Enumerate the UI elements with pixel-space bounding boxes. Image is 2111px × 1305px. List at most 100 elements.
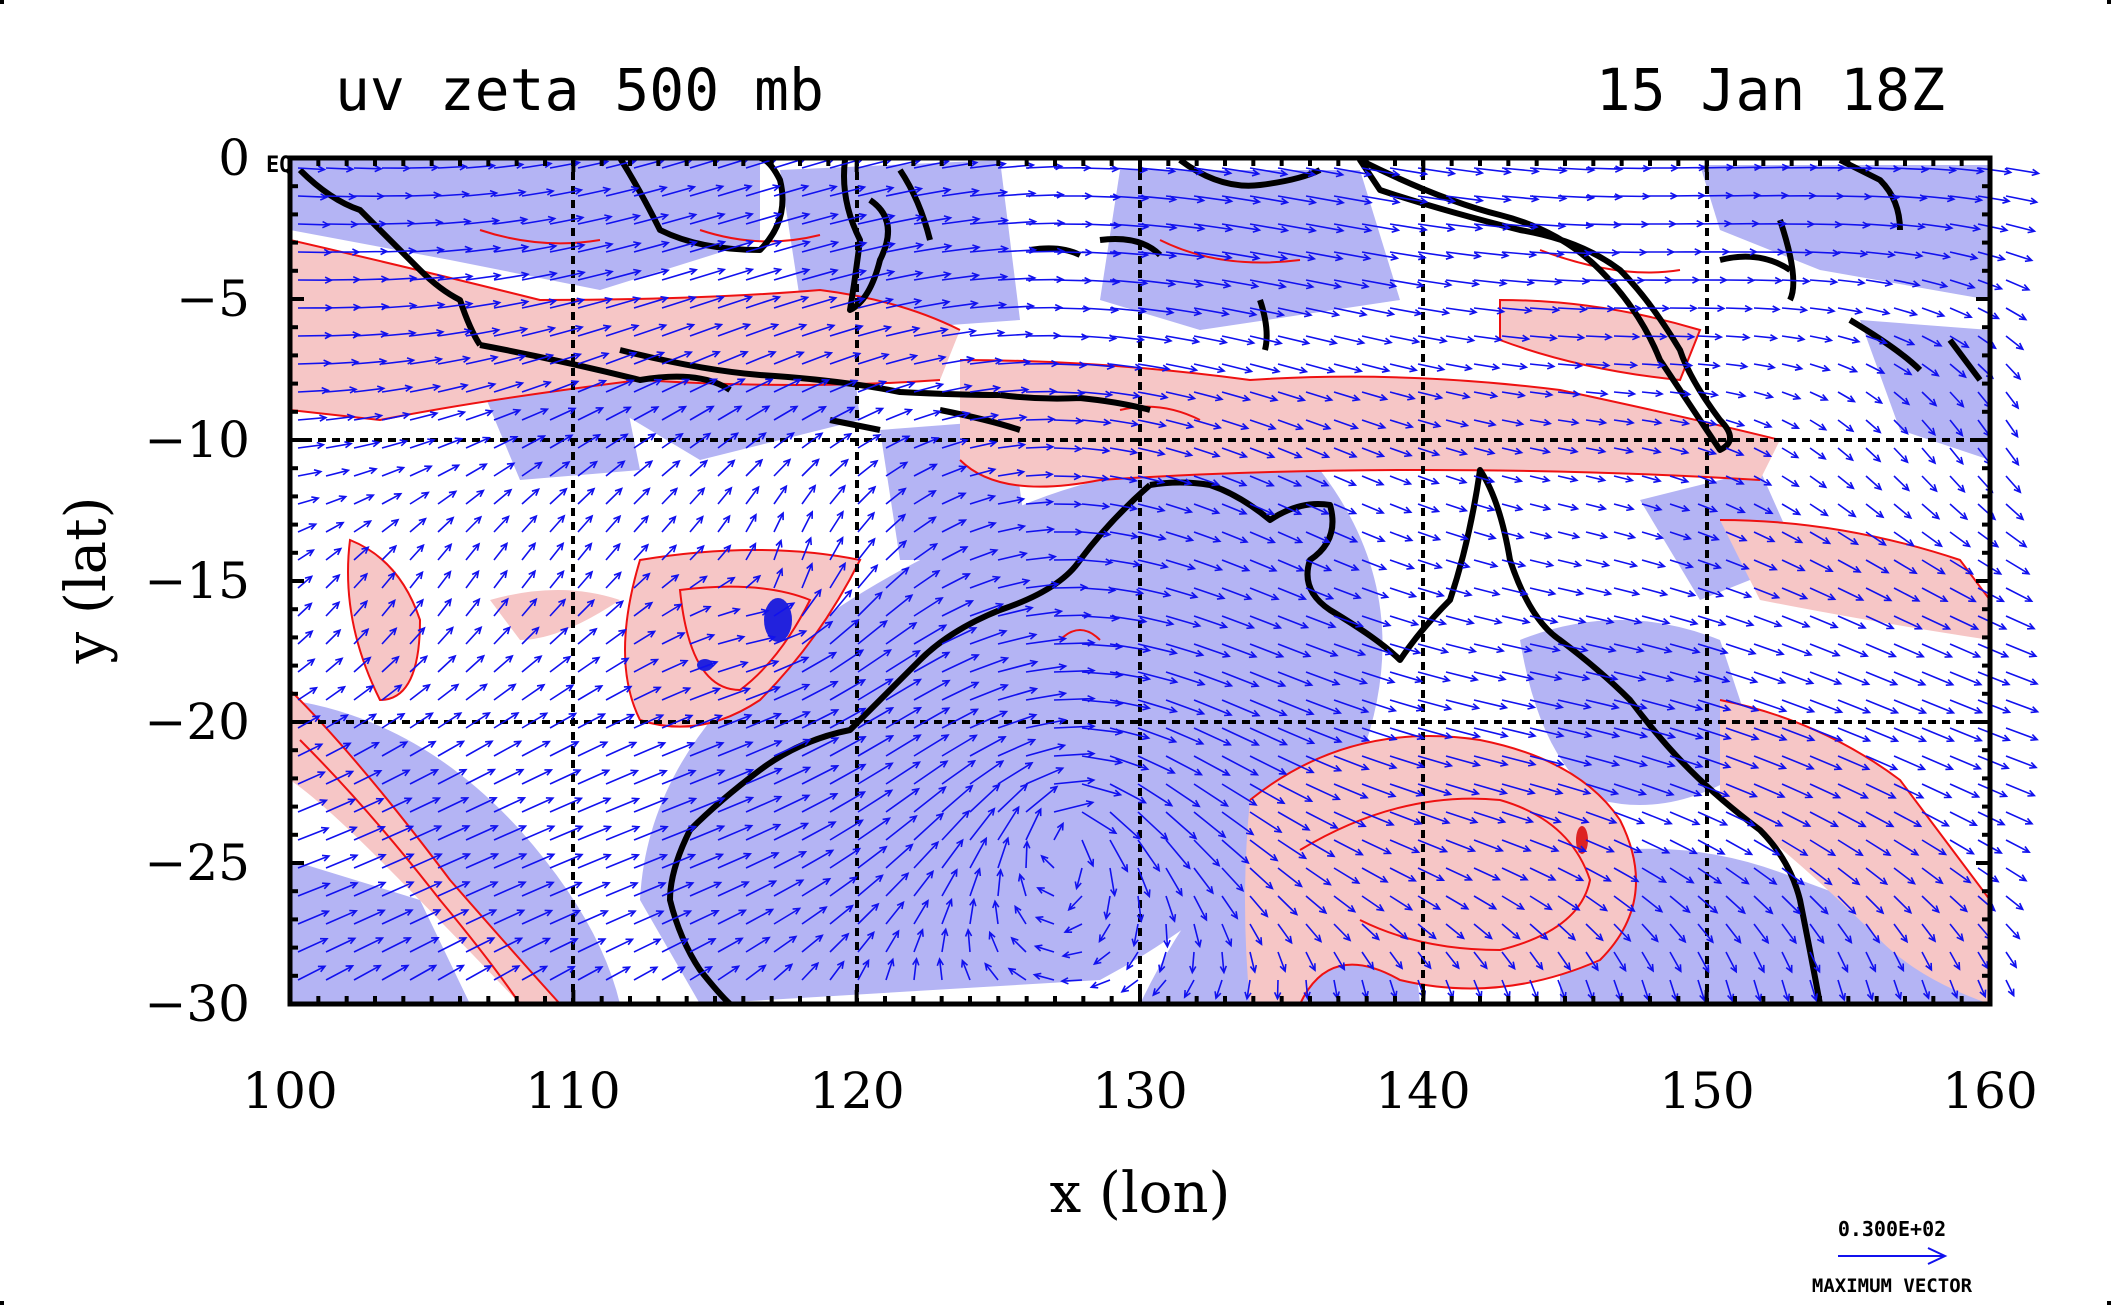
wind-vector — [997, 469, 1026, 477]
wind-vector — [689, 633, 716, 645]
wind-vector — [689, 660, 719, 673]
wind-vector — [297, 496, 320, 505]
wind-vector — [577, 769, 611, 785]
wind-vector — [1109, 391, 1142, 400]
wind-vector — [1277, 251, 1317, 262]
wind-vector — [992, 899, 1000, 925]
wind-vector — [465, 740, 494, 757]
wind-vector — [1445, 839, 1477, 853]
wind-vector — [605, 241, 642, 253]
wind-vector — [1063, 923, 1083, 933]
wind-vector — [913, 679, 951, 701]
wind-vector — [1221, 811, 1255, 836]
wind-vector — [1725, 699, 1760, 713]
wind-vector — [1014, 904, 1027, 925]
wind-vector — [1417, 419, 1442, 429]
wind-vector — [1417, 755, 1454, 768]
wind-vector — [633, 601, 654, 617]
wind-vector — [1473, 811, 1507, 824]
wind-vector — [1193, 839, 1221, 867]
wind-vector — [689, 575, 708, 589]
wind-vector — [1697, 333, 1724, 341]
wind-vector — [1305, 335, 1338, 346]
wind-vector — [1893, 811, 1923, 828]
wind-vector — [661, 938, 690, 953]
wind-vector — [297, 771, 326, 785]
wind-vector — [465, 299, 502, 309]
wind-vector — [857, 241, 896, 253]
wind-vector — [1361, 335, 1393, 345]
wind-vector — [493, 740, 523, 757]
wind-vector — [1585, 755, 1621, 767]
wind-vector — [1193, 419, 1223, 430]
wind-vector — [745, 378, 774, 393]
wind-vector — [1949, 279, 1976, 290]
wind-vector — [353, 572, 369, 589]
wind-vector — [1865, 391, 1884, 404]
wind-vector — [577, 627, 598, 645]
wind-vector — [493, 683, 517, 701]
wind-vector — [1921, 223, 1954, 232]
wind-vector — [997, 551, 1028, 561]
wind-vector — [1921, 531, 1943, 548]
wind-vector — [605, 185, 640, 197]
wind-vector — [381, 684, 403, 701]
wind-vector — [353, 627, 370, 645]
wind-vector — [1305, 783, 1341, 801]
wind-vector — [1557, 305, 1588, 313]
wind-vector — [1669, 531, 1693, 541]
y-tick-label: −10 — [144, 411, 250, 469]
wind-vector — [857, 678, 894, 701]
wind-vector — [2005, 979, 2015, 998]
wind-vector — [1725, 559, 1750, 570]
wind-vector — [1669, 811, 1701, 826]
wind-vector — [1137, 839, 1161, 873]
wind-vector — [1641, 895, 1664, 913]
wind-vector — [1753, 559, 1778, 571]
wind-vector — [605, 213, 642, 225]
wind-vector — [661, 632, 686, 645]
x-tick-label: 100 — [242, 1062, 337, 1120]
wind-vector — [1697, 361, 1721, 370]
wind-vector — [717, 796, 755, 813]
wind-vector — [1305, 895, 1328, 915]
wind-vector — [1753, 531, 1776, 543]
wind-vector — [1893, 979, 1902, 1001]
wind-vector — [1921, 503, 1941, 520]
wind-vector — [745, 880, 778, 897]
wind-vector — [1098, 923, 1111, 943]
wind-vector — [1221, 727, 1260, 746]
wind-vector — [941, 868, 958, 897]
wind-vector — [689, 240, 727, 253]
wind-vector — [1445, 391, 1471, 400]
wind-vector — [997, 523, 1027, 533]
wind-vector — [1333, 419, 1360, 430]
wind-vector — [661, 351, 694, 365]
wind-vector — [829, 510, 844, 533]
wind-vector — [1809, 811, 1840, 828]
wind-vector — [801, 458, 820, 477]
wind-vector — [1361, 643, 1394, 656]
wind-vector — [717, 378, 746, 393]
wind-vector — [549, 541, 565, 561]
wind-vector — [1921, 587, 1949, 603]
wind-vector — [1109, 671, 1152, 682]
wind-vector — [1781, 951, 1793, 974]
wind-vector — [773, 538, 783, 561]
x-tick-label: 130 — [1092, 1062, 1187, 1120]
wind-vector — [1641, 304, 1671, 313]
wind-vector — [1837, 559, 1862, 573]
wind-vector — [1809, 783, 1842, 799]
wind-vector — [717, 295, 754, 309]
wind-vector — [857, 706, 895, 729]
wind-vector — [1221, 447, 1249, 459]
wind-vector — [717, 881, 750, 897]
wind-vector — [1417, 195, 1457, 205]
wind-vector — [885, 539, 908, 561]
wind-vector — [437, 570, 452, 589]
wind-vector — [465, 768, 497, 785]
wind-vector — [1193, 447, 1221, 458]
wind-vector — [969, 602, 1005, 617]
wind-vector — [1753, 305, 1781, 313]
wind-vector — [1473, 615, 1503, 625]
